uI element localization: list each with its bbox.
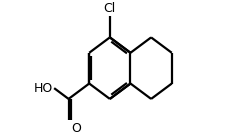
Text: HO: HO [33,82,53,95]
Text: O: O [71,122,81,135]
Text: Cl: Cl [103,2,115,15]
